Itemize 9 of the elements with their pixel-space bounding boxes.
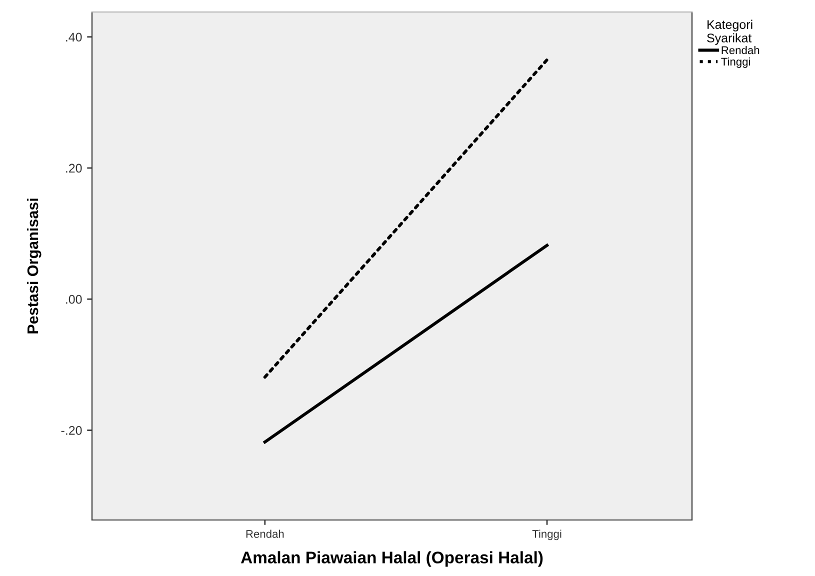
x-axis-title: Amalan Piawaian Halal (Operasi Halal) — [240, 551, 543, 567]
y-tick-label: .20 — [66, 164, 82, 173]
legend-label: Tinggi — [721, 57, 750, 68]
legend-label: Rendah — [722, 46, 760, 54]
y-tick-label: .00 — [66, 294, 82, 304]
legend-title: Kategori Syarikat — [707, 20, 752, 45]
y-tick-label: .40 — [66, 32, 82, 42]
y-axis-title: Pestasi Organisasi — [26, 198, 42, 334]
y-tick-label: -.20 — [61, 426, 82, 435]
